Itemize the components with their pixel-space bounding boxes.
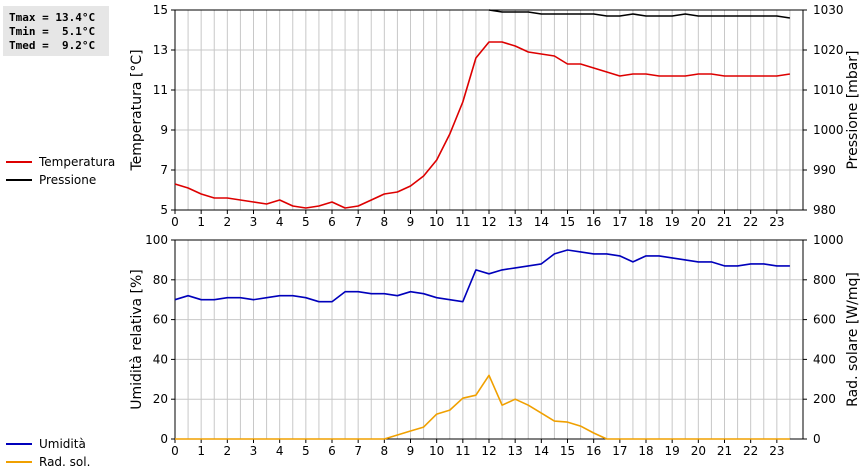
top-x-tick-label: 10 — [429, 215, 444, 229]
top-y-right-tick-label: 980 — [813, 203, 836, 217]
bottom-x-tick-label: 11 — [455, 444, 470, 458]
bottom-x-tick-label: 0 — [171, 444, 179, 458]
top-y-right-tick-label: 1010 — [813, 83, 844, 97]
top-x-tick-label: 9 — [407, 215, 415, 229]
bottom-series-0-line — [174, 249, 790, 303]
bottom-x-tick-label: 12 — [481, 444, 496, 458]
bottom-y-right-tick-label: 600 — [813, 313, 836, 327]
bottom-x-tick-label: 20 — [691, 444, 706, 458]
bottom-y-left-tick-label: 40 — [153, 352, 168, 366]
top-x-tick-label: 2 — [224, 215, 232, 229]
bottom-x-tick-label: 10 — [429, 444, 444, 458]
bottom-x-tick-label: 15 — [560, 444, 575, 458]
top-x-tick-label: 1 — [197, 215, 205, 229]
top-x-tick-label: 19 — [665, 215, 680, 229]
bottom-x-tick-label: 4 — [276, 444, 284, 458]
top-y-left-tick-label: 11 — [153, 83, 168, 97]
bottom-y-left-tick-label: 60 — [153, 313, 168, 327]
top-y-left-tick-label: 15 — [153, 3, 168, 17]
bottom-y-right-tick-label: 400 — [813, 352, 836, 366]
legend-pressure-label: Pressione — [39, 173, 97, 187]
top-chart: 0 1 2 3 4 5 6 7 8 9 10 11 12 13 14 15 16 17 18 19 20 21 22 2357… — [129, 3, 860, 229]
bottom-x-tick-label: 18 — [638, 444, 653, 458]
stats-box: Tmax = 13.4°C Tmin = 5.1°C Tmed = 9.2°C — [3, 6, 109, 56]
top-x-tick-label: 15 — [560, 215, 575, 229]
bottom-x-tick-label: 22 — [743, 444, 758, 458]
top-x-tick-label: 3 — [250, 215, 258, 229]
bottom-x-tick-label: 21 — [717, 444, 732, 458]
bottom-y-right-tick-label: 200 — [813, 392, 836, 406]
bottom-y-left-title: Umidità relativa [%] — [129, 269, 145, 410]
top-y-right-title: Pressione [mbar] — [845, 50, 860, 169]
top-y-right-tick-label: 990 — [813, 163, 836, 177]
top-x-tick-label: 16 — [586, 215, 601, 229]
bottom-x-tick-label: 5 — [302, 444, 310, 458]
bottom-y-left-tick-label: 80 — [153, 273, 168, 287]
top-y-left-title: Temperatura [°C] — [129, 49, 145, 171]
top-y-right-tick-label: 1020 — [813, 43, 844, 57]
top-series-1-line — [488, 9, 791, 19]
bottom-x-tick-label: 19 — [665, 444, 680, 458]
top-y-left-tick-label: 13 — [153, 43, 168, 57]
legend-pressure-swatch — [6, 179, 32, 181]
top-series-0-line — [174, 41, 791, 209]
bottom-x-tick-label: 14 — [534, 444, 549, 458]
bottom-x-tick-label: 13 — [508, 444, 523, 458]
top-y-left-tick-label: 9 — [160, 123, 168, 137]
legend-temperature-label: Temperatura — [39, 155, 116, 169]
top-x-tick-label: 23 — [769, 215, 784, 229]
bottom-x-tick-label: 9 — [407, 444, 415, 458]
top-x-tick-label: 13 — [508, 215, 523, 229]
bottom-series-1-line — [175, 374, 790, 440]
bottom-x-tick-label: 8 — [381, 444, 389, 458]
bottom-y-left-tick-label: 0 — [160, 432, 168, 446]
legend-humidity-swatch — [6, 443, 32, 445]
bottom-y-right-tick-label: 1000 — [813, 233, 844, 247]
bottom-y-right-tick-label: 0 — [813, 432, 821, 446]
top-x-tick-label: 18 — [638, 215, 653, 229]
bottom-y-left-tick-label: 100 — [145, 233, 168, 247]
legend-solar-swatch — [6, 461, 32, 463]
top-y-left-tick-label: 7 — [160, 163, 168, 177]
tmed-text: Tmed = 9.2°C — [9, 39, 96, 52]
bottom-chart: 0 1 2 3 4 5 6 7 8 9 10 11 12 13 14 15 16 17 18 19 20 21 22 2302… — [129, 233, 860, 458]
bottom-x-tick-label: 16 — [586, 444, 601, 458]
bottom-y-left-tick-label: 20 — [153, 392, 168, 406]
top-x-tick-label: 22 — [743, 215, 758, 229]
top-x-tick-label: 14 — [534, 215, 549, 229]
top-x-tick-label: 17 — [612, 215, 627, 229]
tmin-text: Tmin = 5.1°C — [9, 25, 96, 38]
top-x-tick-label: 20 — [691, 215, 706, 229]
bottom-x-tick-label: 6 — [328, 444, 336, 458]
top-y-right-tick-label: 1030 — [813, 3, 844, 17]
bottom-y-right-title: Rad. solare [W/mq] — [845, 272, 860, 407]
top-x-tick-label: 12 — [481, 215, 496, 229]
top-x-tick-label: 8 — [381, 215, 389, 229]
top-y-right-tick-label: 1000 — [813, 123, 844, 137]
tmax-text: Tmax = 13.4°C — [9, 11, 96, 24]
top-x-tick-label: 11 — [455, 215, 470, 229]
top-x-tick-label: 21 — [717, 215, 732, 229]
bottom-y-right-tick-label: 800 — [813, 273, 836, 287]
legend-humidity-label: Umidità — [39, 437, 86, 451]
bottom-x-tick-label: 23 — [769, 444, 784, 458]
bottom-x-tick-label: 17 — [612, 444, 627, 458]
top-x-tick-label: 6 — [328, 215, 336, 229]
legend-temperature-swatch — [6, 161, 32, 163]
bottom-x-tick-label: 1 — [197, 444, 205, 458]
top-x-tick-label: 4 — [276, 215, 284, 229]
weather-charts: 0 1 2 3 4 5 6 7 8 9 10 11 12 13 14 15 16 17 18 19 20 21 22 2357… — [129, 3, 860, 458]
top-x-tick-label: 5 — [302, 215, 310, 229]
bottom-x-tick-label: 2 — [224, 444, 232, 458]
bottom-x-tick-label: 7 — [354, 444, 362, 458]
top-x-tick-label: 0 — [171, 215, 179, 229]
top-y-left-tick-label: 5 — [160, 203, 168, 217]
bottom-x-tick-label: 3 — [250, 444, 258, 458]
top-x-tick-label: 7 — [354, 215, 362, 229]
